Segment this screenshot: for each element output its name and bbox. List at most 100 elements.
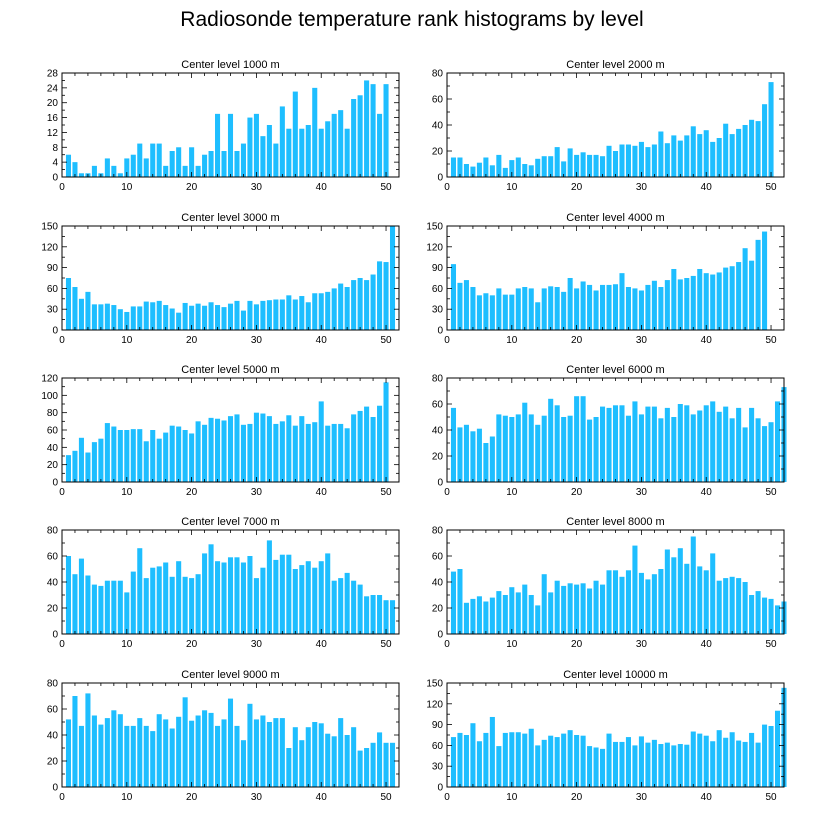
bar	[195, 715, 201, 787]
bar	[600, 406, 606, 482]
bar	[671, 557, 677, 634]
x-tick-label: 30	[636, 639, 648, 650]
x-tick-label: 50	[380, 792, 392, 803]
bar	[104, 718, 110, 787]
bar	[377, 732, 383, 787]
bar	[587, 284, 593, 330]
bar	[736, 128, 742, 177]
bar	[671, 135, 677, 177]
bar	[143, 441, 149, 482]
bar	[357, 584, 363, 634]
x-tick-label: 0	[59, 335, 65, 346]
bar	[690, 536, 696, 634]
y-tick-label: 16	[47, 113, 59, 124]
bar	[253, 412, 259, 482]
bar	[234, 151, 240, 177]
y-tick-label: 20	[47, 757, 59, 768]
bar	[325, 733, 331, 787]
bar	[78, 558, 84, 634]
bar	[548, 398, 554, 482]
bar	[98, 724, 104, 787]
bar	[755, 591, 761, 634]
bar	[762, 231, 768, 330]
x-tick-label: 20	[186, 792, 198, 803]
bar	[450, 264, 457, 330]
bar	[625, 144, 631, 177]
bar	[85, 452, 91, 482]
y-tick-label: 0	[437, 630, 443, 641]
bar	[266, 722, 272, 787]
bar	[240, 143, 246, 177]
bar	[202, 424, 208, 482]
bar	[163, 432, 169, 482]
bar	[515, 414, 521, 482]
bar	[632, 288, 638, 330]
bar	[658, 287, 664, 330]
x-tick-label: 20	[571, 792, 583, 803]
bar	[383, 84, 389, 177]
bar	[658, 418, 664, 482]
bar	[273, 299, 279, 330]
y-tick-label: 8	[52, 143, 58, 154]
bar	[124, 592, 130, 634]
bar	[273, 143, 279, 177]
bar	[476, 741, 482, 787]
bar	[619, 144, 625, 177]
bar	[535, 424, 541, 482]
y-tick-label: 60	[47, 705, 59, 716]
bar	[476, 162, 482, 177]
bar	[619, 273, 625, 330]
bar	[364, 406, 370, 482]
bar	[344, 572, 350, 634]
bar	[612, 405, 619, 482]
bar	[703, 405, 709, 482]
bar	[664, 549, 670, 634]
x-tick-label: 20	[571, 335, 583, 346]
bar	[182, 576, 188, 634]
x-tick-label: 0	[444, 335, 450, 346]
bar	[528, 165, 534, 177]
bar	[169, 576, 175, 634]
y-tick-label: 120	[426, 242, 443, 253]
bar	[587, 588, 593, 634]
bar	[156, 714, 162, 787]
bar	[450, 407, 457, 482]
bar	[150, 143, 156, 177]
bar	[496, 288, 502, 330]
bar	[305, 561, 311, 634]
bar	[78, 725, 84, 787]
bar	[325, 425, 331, 482]
y-tick-label: 40	[432, 426, 444, 437]
bar	[176, 147, 182, 177]
y-tick-label: 150	[426, 222, 443, 233]
bar	[755, 239, 761, 330]
bar	[227, 113, 234, 177]
bar	[509, 160, 515, 177]
panel-10: Center level 10000 m 0 10 20 30 40 50 0 30 60 90 12…	[426, 669, 787, 803]
bar	[286, 295, 292, 330]
bar	[189, 305, 195, 330]
bar	[684, 278, 690, 330]
bar	[279, 106, 285, 177]
bar	[389, 600, 396, 634]
bar	[150, 567, 156, 634]
bar	[325, 121, 331, 177]
bar	[580, 396, 586, 482]
bar	[561, 161, 567, 177]
bar	[729, 134, 735, 177]
bar	[182, 165, 188, 177]
bar	[253, 304, 259, 330]
bar	[85, 693, 91, 787]
y-tick-label: 20	[432, 452, 444, 463]
bar	[742, 582, 748, 634]
panel-3: Center level 3000 m 0 10 20 30 40 50 0 30 60 90 120…	[41, 212, 400, 346]
bar	[502, 732, 508, 787]
bar	[266, 540, 272, 634]
bar	[638, 572, 644, 634]
x-tick-label: 0	[59, 487, 65, 498]
bar	[612, 284, 619, 330]
bar	[580, 281, 586, 330]
bar	[98, 304, 104, 330]
bar	[632, 545, 638, 634]
bar	[338, 423, 344, 482]
